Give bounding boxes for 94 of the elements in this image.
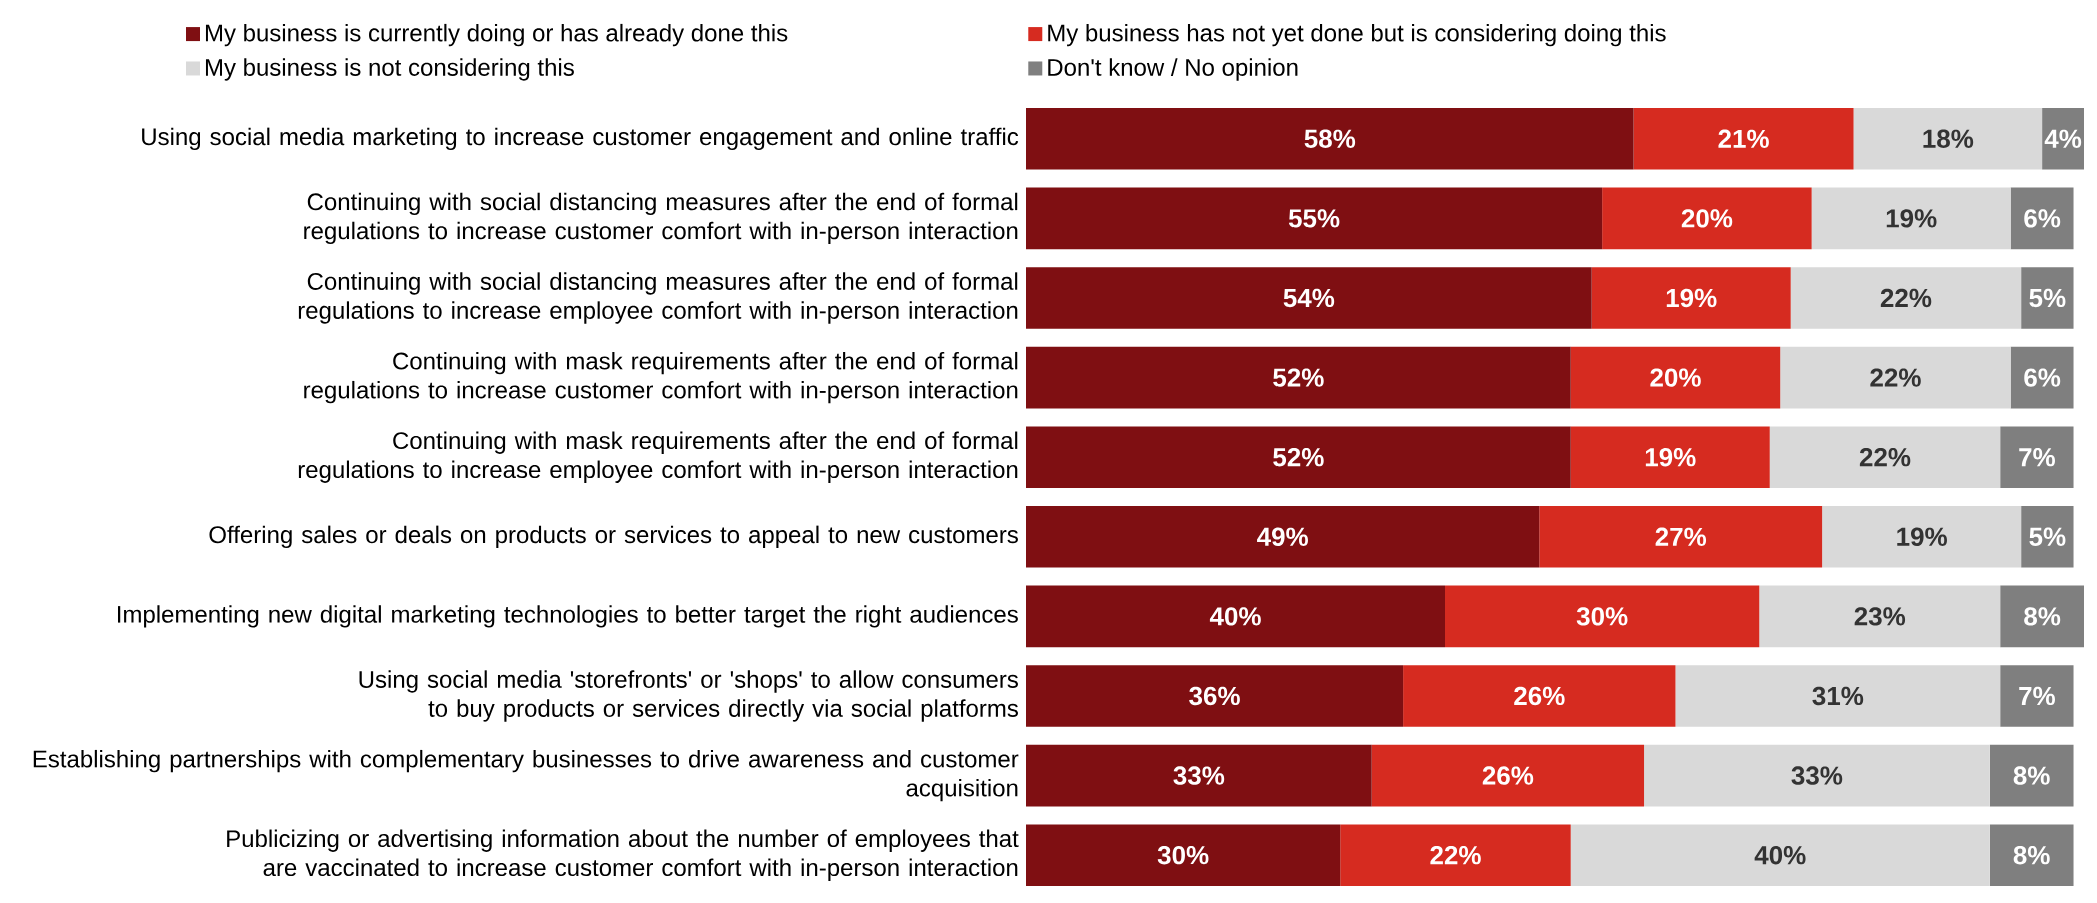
data-label: 31% (1812, 686, 1864, 706)
data-label: 22% (1880, 288, 1932, 308)
bar (1539, 505, 1823, 568)
bar (1675, 665, 2001, 727)
bar (1591, 267, 1791, 329)
data-label: 20% (1681, 209, 1733, 228)
bar (1633, 108, 1854, 170)
data-label: 4% (2044, 129, 2082, 148)
data-label: 6% (2024, 209, 2061, 228)
bar (2010, 346, 2074, 409)
data-label: 18% (1923, 129, 1974, 148)
y-tick-label: Continuing with mask requirements after the end of formal regulations to increase customer comfort with in-person interaction (304, 351, 1018, 404)
bar (1790, 267, 2022, 329)
y-tick-label: Using social media marketing to increase customer engagement and online traffic (142, 127, 1019, 150)
data-label: 19% (1886, 209, 1937, 228)
data-label: 22% (1870, 368, 1921, 387)
data-label: 7% (2019, 686, 2055, 706)
y-tick-label: Implementing new digital marketing technologies to better target the right audiences (118, 605, 1018, 628)
bar (1853, 108, 2043, 170)
data-label: 23% (1854, 607, 1906, 626)
bar (1026, 187, 1603, 250)
bar (1602, 187, 1812, 250)
data-label: 19% (1645, 447, 1696, 467)
bar (1822, 505, 2022, 568)
bar (1340, 824, 1571, 886)
bar (1644, 744, 1990, 807)
bar (1989, 744, 2074, 807)
data-label: 26% (1514, 686, 1565, 706)
data-label: 55% (1288, 209, 1340, 228)
data-label: 5% (2029, 288, 2066, 308)
y-tick-label: Continuing with social distancing measures after the end of formal regulations to increase employee comfort with in-person interaction (298, 272, 1018, 324)
y-tick-label: Publicizing or advertising information about the number of employees that are vaccinated to increase customer comfort with in-person interaction (227, 829, 1019, 881)
bar (1769, 426, 2001, 488)
bar (1026, 346, 1571, 409)
data-label: 30% (1576, 607, 1628, 626)
data-label: 22% (1859, 448, 1911, 467)
bar (1759, 585, 2001, 648)
bar (1570, 824, 1990, 886)
bar (2000, 665, 2074, 727)
data-label: 52% (1273, 447, 1324, 467)
bar (1371, 744, 1645, 807)
bar (1989, 824, 2074, 886)
data-label: 7% (2019, 448, 2055, 467)
y-tick-label: Offering sales or deals on products or services to appeal to new customers (209, 525, 1018, 548)
bar (1026, 505, 1540, 568)
bar (1811, 187, 2011, 250)
bar (1026, 267, 1592, 329)
bar (2000, 585, 2084, 648)
data-label: 8% (2013, 766, 2050, 785)
y-tick-label: Establishing partnerships with complementary businesses to drive awareness and customer acquisition (33, 749, 1019, 802)
bar (1570, 426, 1770, 488)
bar (2010, 187, 2074, 250)
bar (2042, 108, 2084, 170)
bar (1403, 665, 1676, 727)
data-label: 33% (1173, 766, 1225, 785)
legend-label: Don't know / No opinion (1048, 58, 1298, 81)
data-label: 22% (1430, 846, 1481, 865)
data-label: 30% (1157, 845, 1209, 865)
data-label: 58% (1304, 129, 1356, 148)
data-label: 20% (1650, 368, 1701, 387)
data-label: 19% (1897, 527, 1947, 546)
bar (1026, 744, 1372, 807)
data-label: 33% (1791, 766, 1843, 785)
bar (1026, 426, 1571, 488)
bar (1780, 346, 2011, 409)
data-label: 19% (1666, 288, 1717, 308)
data-label: 40% (1209, 607, 1261, 626)
y-tick-label: Using social media 'storefronts' or 'shops' to allow consumers to buy products or services directly via social platforms (359, 670, 1018, 722)
y-tick-label: Continuing with social distancing measures after the end of formal regulations to increase customer comfort with in-person interaction (304, 192, 1018, 245)
legend-label: My business has not yet done but is considering doing this (1048, 23, 1666, 47)
data-label: 49% (1257, 527, 1308, 546)
bar (2021, 267, 2074, 329)
bar (1026, 585, 1446, 648)
data-label: 5% (2029, 527, 2066, 546)
data-label: 27% (1655, 527, 1707, 546)
data-label: 8% (2024, 607, 2061, 626)
bar (1026, 665, 1404, 727)
data-label: 8% (2013, 845, 2050, 865)
data-label: 40% (1754, 845, 1806, 865)
bar (2021, 505, 2074, 568)
y-tick-label: Continuing with mask requirements after the end of formal regulations to increase employee comfort with in-person interaction (298, 431, 1018, 483)
bar (2000, 426, 2074, 488)
data-label: 21% (1718, 129, 1769, 148)
legend-label: My business is not considering this (205, 58, 574, 81)
data-label: 36% (1189, 686, 1240, 706)
data-label: 6% (2024, 368, 2061, 387)
bar (1570, 346, 1781, 409)
data-label: 54% (1283, 288, 1335, 308)
data-label: 52% (1273, 368, 1324, 387)
bar (1445, 585, 1760, 648)
data-label: 26% (1482, 766, 1534, 785)
legend-label: My business is currently doing or has already done this (205, 23, 788, 47)
bar (1026, 108, 1634, 170)
bar (1026, 824, 1341, 886)
